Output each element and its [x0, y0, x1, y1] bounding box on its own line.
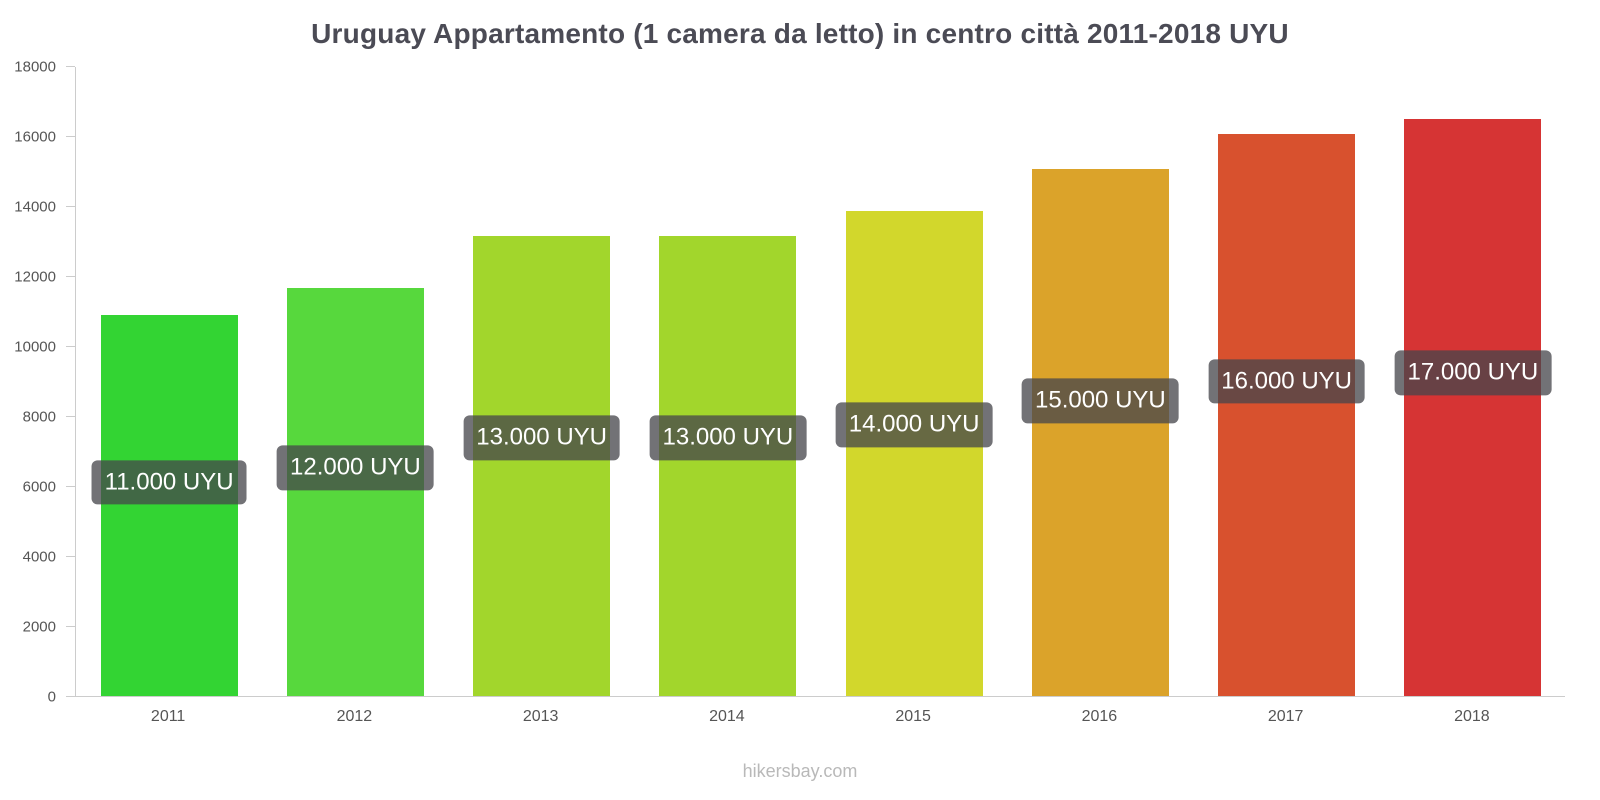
y-axis-tick-mark — [66, 206, 75, 207]
bar-2017[interactable] — [1218, 134, 1356, 696]
bar-value-label-2017: 16.000 UYU — [1208, 359, 1365, 404]
y-axis-label-6000: 6000 — [22, 478, 56, 496]
bar-2012[interactable] — [286, 288, 424, 696]
y-axis-tick-mark — [66, 626, 75, 627]
y-axis-tick-mark — [66, 416, 75, 417]
y-axis-tick-mark — [66, 696, 75, 697]
y-axis-label-14000: 14000 — [14, 198, 56, 216]
bar-2015[interactable] — [845, 211, 983, 696]
y-axis-label-8000: 8000 — [22, 408, 56, 426]
bar-value-label-2013: 13.000 UYU — [463, 415, 620, 461]
chart-title: Uruguay Appartamento (1 camera da letto)… — [311, 18, 1289, 49]
bar-2011[interactable] — [100, 314, 238, 696]
y-axis: 0 2000 4000 6000 8000 10000 12000 14000 16000 180… — [0, 60, 75, 705]
watermark: hikersbay.com — [742, 761, 858, 781]
x-axis-label-2015: 2015 — [895, 708, 931, 725]
y-axis-tick-mark — [66, 276, 75, 277]
x-axis-label-2016: 2016 — [1081, 708, 1118, 725]
x-axis-label-2018: 2018 — [1454, 708, 1490, 725]
y-axis-tick-mark — [66, 136, 75, 137]
bar-2018[interactable] — [1404, 118, 1542, 696]
x-axis: 2011 2012 2013 2014 2015 2016 2017 2018 — [75, 708, 1565, 732]
x-axis-label-2011: 2011 — [150, 708, 186, 725]
bar-value-label-2015: 14.000 UYU — [835, 402, 993, 447]
bar-2016[interactable] — [1031, 169, 1169, 696]
y-axis-label-18000: 18000 — [14, 58, 56, 76]
x-axis-label-2012: 2012 — [336, 708, 373, 725]
y-axis-label-0: 0 — [47, 688, 56, 706]
bar-value-label-2011: 11.000 UYU — [91, 459, 247, 505]
bar-2013[interactable] — [473, 235, 611, 696]
bar-value-label-2014: 13.000 UYU — [649, 415, 807, 461]
x-axis-label-2013: 2013 — [522, 708, 559, 725]
bar-value-label-2018: 17.000 UYU — [1394, 350, 1552, 396]
y-axis-label-10000: 10000 — [14, 338, 56, 356]
y-axis-label-4000: 4000 — [22, 548, 56, 566]
y-axis-label-2000: 2000 — [22, 618, 56, 636]
y-axis-label-16000: 16000 — [14, 128, 56, 146]
y-axis-tick-mark — [66, 66, 75, 67]
bar-value-label-2012: 12.000 UYU — [277, 445, 434, 491]
y-axis-tick-mark — [66, 556, 75, 557]
y-axis-tick-mark — [66, 346, 75, 347]
y-axis-label-12000: 12000 — [14, 268, 56, 286]
x-axis-label-2014: 2014 — [709, 708, 745, 725]
plot-area: 11.000 UYU 12.000 UYU 13.000 UYU 13.000 UYU… — [75, 67, 1565, 697]
x-axis-label-2017: 2017 — [1267, 708, 1304, 725]
y-axis-tick-mark — [66, 486, 75, 487]
bar-value-label-2016: 15.000 UYU — [1022, 378, 1179, 424]
bar-2014[interactable] — [659, 235, 797, 696]
